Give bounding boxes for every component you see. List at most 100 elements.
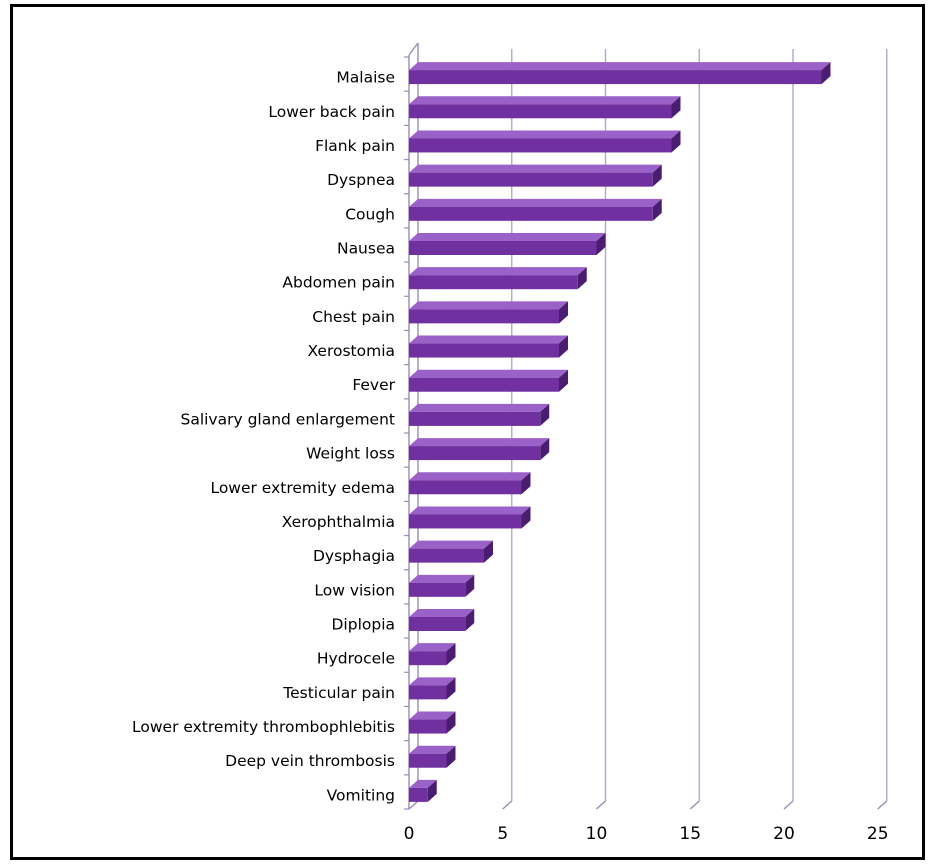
- bar-front-face: [409, 617, 466, 631]
- bar-side-face: [559, 335, 568, 358]
- bar-front-face: [409, 480, 522, 495]
- category-label: Chest pain: [312, 308, 395, 326]
- bar: [409, 643, 456, 666]
- bar-top-face: [409, 506, 531, 515]
- category-label: Lower extremity edema: [210, 479, 395, 497]
- bar-top-face: [409, 96, 681, 105]
- x-tick-labels: 0 5 10 15 20 25: [404, 824, 889, 844]
- bar: [409, 574, 475, 597]
- bar: [409, 403, 550, 426]
- bar-side-face: [465, 574, 475, 597]
- bar-side-face: [652, 198, 662, 221]
- bar-front-face: [409, 343, 559, 358]
- bar-side-face: [652, 164, 662, 187]
- bar-top-face: [409, 677, 456, 686]
- bar: [409, 472, 531, 495]
- bar: [409, 540, 493, 563]
- bar: [409, 96, 681, 119]
- category-label: Abdomen pain: [282, 274, 395, 292]
- bar: [409, 164, 662, 187]
- bar-top-face: [409, 745, 456, 754]
- bar: [409, 62, 831, 85]
- bar-top-face: [409, 403, 550, 412]
- bar: [409, 233, 606, 255]
- bar-front-face: [409, 275, 578, 290]
- bar-side-face: [577, 267, 587, 290]
- bar: [409, 335, 568, 358]
- bar-front-face: [409, 411, 541, 426]
- bar-top-face: [409, 130, 681, 139]
- bar: [409, 711, 456, 734]
- bar-top-face: [409, 62, 831, 71]
- bar-side-face: [540, 438, 550, 461]
- floor-tick: [408, 800, 419, 810]
- bar-side-face: [671, 130, 681, 153]
- category-label: Nausea: [337, 240, 395, 258]
- bar-top-face: [409, 267, 587, 276]
- category-label: Testicular pain: [282, 684, 395, 702]
- category-label: Diplopia: [331, 616, 395, 634]
- bar-front-face: [409, 446, 541, 461]
- category-label: Lower back pain: [268, 103, 395, 121]
- category-label: Cough: [345, 205, 395, 223]
- bar-side-face: [671, 96, 681, 119]
- bar-front-face: [409, 719, 447, 734]
- bar-top-face: [409, 438, 550, 447]
- bar-top-face: [409, 164, 662, 173]
- bar-front-face: [409, 309, 559, 324]
- bar-top-face: [409, 711, 456, 720]
- bar-front-face: [409, 138, 672, 153]
- bar: [409, 677, 456, 700]
- bar-side-face: [559, 301, 568, 324]
- category-label: Weight loss: [306, 445, 395, 463]
- bar-front-face: [409, 787, 428, 802]
- bar-top-face: [409, 335, 568, 344]
- category-label: Lower extremity thrombophlebitis: [132, 718, 395, 736]
- bar-front-face: [409, 104, 672, 119]
- category-label: Dyspnea: [327, 171, 395, 189]
- bar-side-face: [446, 745, 456, 768]
- bar-side-face: [446, 677, 456, 700]
- bar-chart: Malaise Lower back pain Flank pain Dyspnea C…: [132, 42, 889, 844]
- bar: [409, 609, 475, 631]
- floor-tick: [689, 800, 700, 810]
- bar-side-face: [559, 369, 568, 392]
- category-label: Salivary gland enlargement: [180, 410, 395, 428]
- category-label: Low vision: [314, 581, 395, 599]
- bar: [409, 438, 550, 461]
- bar-side-face: [446, 643, 456, 666]
- bar-front-face: [409, 241, 597, 255]
- bar: [409, 301, 568, 324]
- bar-front-face: [409, 651, 447, 666]
- x-tick-label: 25: [867, 824, 889, 844]
- category-label: Hydrocele: [317, 650, 395, 668]
- category-labels: Malaise Lower back pain Flank pain Dyspnea C…: [132, 69, 396, 805]
- gridlines: [408, 49, 888, 810]
- floor-tick: [502, 800, 513, 810]
- bar-front-face: [409, 685, 447, 700]
- bar: [409, 267, 587, 290]
- bar: [409, 369, 568, 392]
- bar: [409, 745, 456, 768]
- x-tick-label: 15: [679, 824, 701, 844]
- bar: [409, 198, 662, 221]
- bar-side-face: [427, 779, 437, 802]
- category-label: Flank pain: [315, 137, 395, 155]
- bar-top-face: [409, 198, 662, 207]
- bar-front-face: [409, 514, 522, 529]
- bar-side-face: [540, 403, 550, 426]
- floor-tick: [783, 800, 794, 810]
- category-label: Fever: [352, 376, 395, 394]
- bar-top-face: [409, 233, 606, 241]
- bar-top-face: [409, 643, 456, 652]
- bar: [409, 130, 681, 153]
- bar-front-face: [409, 206, 653, 221]
- category-label: Xerophthalmia: [282, 513, 395, 531]
- bar-top-face: [409, 779, 437, 788]
- bar-top-face: [409, 472, 531, 481]
- floor-tick: [877, 800, 888, 810]
- category-label: Deep vein thrombosis: [225, 752, 395, 770]
- bar-side-face: [465, 609, 475, 631]
- bar-side-face: [521, 472, 531, 495]
- bar: [409, 779, 437, 802]
